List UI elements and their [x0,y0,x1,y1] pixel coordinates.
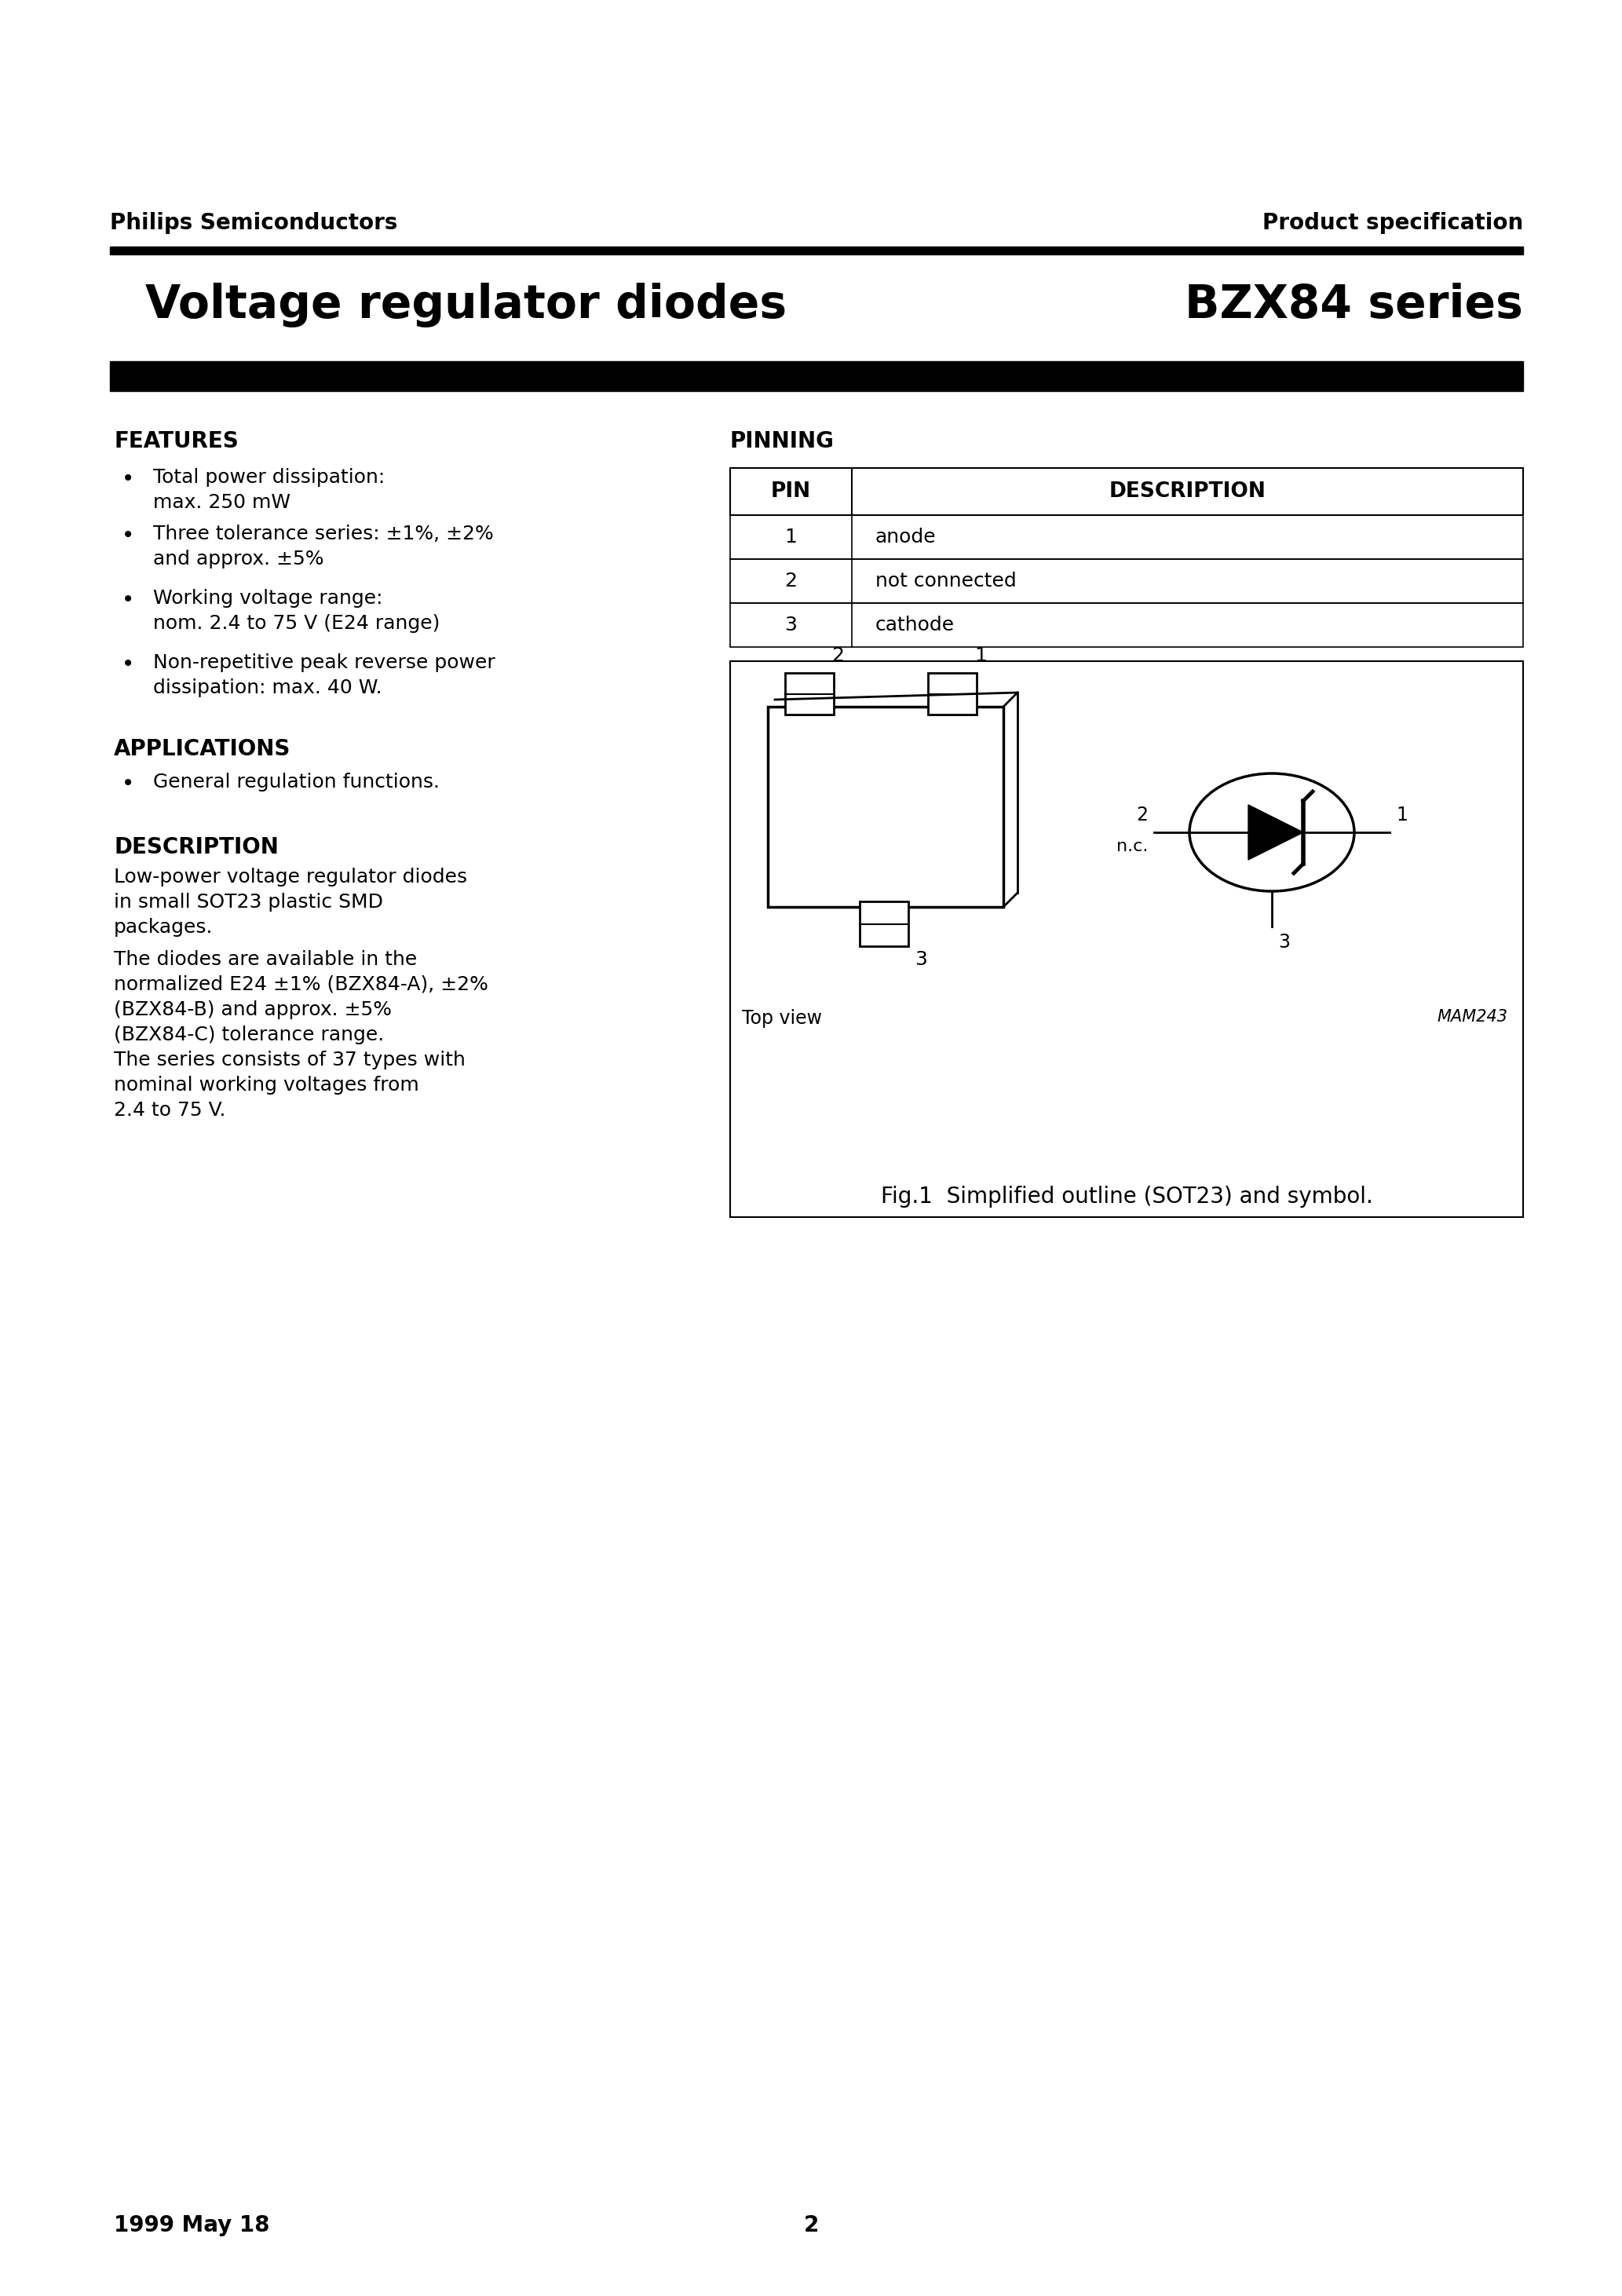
Text: normalized E24 ±1% (BZX84-A), ±2%: normalized E24 ±1% (BZX84-A), ±2% [114,976,488,994]
Text: Voltage regulator diodes: Voltage regulator diodes [146,282,787,328]
Text: 1: 1 [975,645,986,666]
Text: •: • [122,523,135,546]
Text: not connected: not connected [876,572,1017,590]
Text: and approx. ±5%: and approx. ±5% [152,549,324,569]
Bar [730,604,1523,647]
Text: Fig.1  Simplified outline (SOT23) and symbol.: Fig.1 Simplified outline (SOT23) and sym… [881,1185,1372,1208]
Bar [730,560,1523,604]
Text: anode: anode [876,528,936,546]
Text: BZX84 series: BZX84 series [1184,282,1523,328]
Text: 1999 May 18: 1999 May 18 [114,2213,269,2236]
Text: FEATURES: FEATURES [114,429,238,452]
Text: DESCRIPTION: DESCRIPTION [1109,482,1265,503]
Text: 2: 2 [785,572,798,590]
Text: nominal working voltages from: nominal working voltages from [114,1077,418,1095]
Text: packages.: packages. [114,918,212,937]
Text: 1: 1 [785,528,796,546]
Text: in small SOT23 plastic SMD: in small SOT23 plastic SMD [114,893,383,912]
Text: Philips Semiconductors: Philips Semiconductors [110,211,397,234]
Text: 2: 2 [832,645,843,666]
Text: 3: 3 [915,951,928,969]
Text: 3: 3 [785,615,796,634]
Text: cathode: cathode [876,615,955,634]
Text: •: • [122,468,135,489]
Bar [928,673,976,714]
Text: Total power dissipation:: Total power dissipation: [152,468,384,487]
Text: The diodes are available in the: The diodes are available in the [114,951,417,969]
Text: Working voltage range:: Working voltage range: [152,588,383,608]
Bar [730,468,1523,514]
Text: n.c.: n.c. [1116,838,1148,854]
Polygon shape [1249,806,1302,859]
Text: PIN: PIN [770,482,811,503]
Text: 1: 1 [1397,806,1408,824]
Text: The series consists of 37 types with: The series consists of 37 types with [114,1052,466,1070]
Text: 2: 2 [1135,806,1148,824]
Text: Non-repetitive peak reverse power: Non-repetitive peak reverse power [152,654,495,673]
Bar [767,707,1004,907]
Text: PINNING: PINNING [730,429,834,452]
Text: (BZX84-C) tolerance range.: (BZX84-C) tolerance range. [114,1026,384,1045]
Text: 2.4 to 75 V.: 2.4 to 75 V. [114,1100,225,1120]
Bar [785,673,834,714]
Text: Top view: Top view [741,1008,822,1029]
Text: Product specification: Product specification [1262,211,1523,234]
Text: Low-power voltage regulator diodes: Low-power voltage regulator diodes [114,868,467,886]
Bar [110,246,1523,255]
Text: Three tolerance series: ±1%, ±2%: Three tolerance series: ±1%, ±2% [152,523,493,544]
Bar [110,360,1523,390]
Text: MAM243: MAM243 [1437,1008,1507,1024]
Text: DESCRIPTION: DESCRIPTION [114,836,279,859]
Text: nom. 2.4 to 75 V (E24 range): nom. 2.4 to 75 V (E24 range) [152,613,440,634]
Text: •: • [122,654,135,675]
Bar [860,902,908,946]
Text: (BZX84-B) and approx. ±5%: (BZX84-B) and approx. ±5% [114,1001,393,1019]
Text: 2: 2 [803,2213,819,2236]
Text: General regulation functions.: General regulation functions. [152,774,440,792]
Text: max. 250 mW: max. 250 mW [152,494,290,512]
Text: APPLICATIONS: APPLICATIONS [114,737,290,760]
Text: dissipation: max. 40 W.: dissipation: max. 40 W. [152,677,383,698]
Text: 3: 3 [1278,932,1289,953]
Bar [730,661,1523,1217]
Bar [730,514,1523,560]
Text: •: • [122,774,135,794]
Text: •: • [122,588,135,611]
